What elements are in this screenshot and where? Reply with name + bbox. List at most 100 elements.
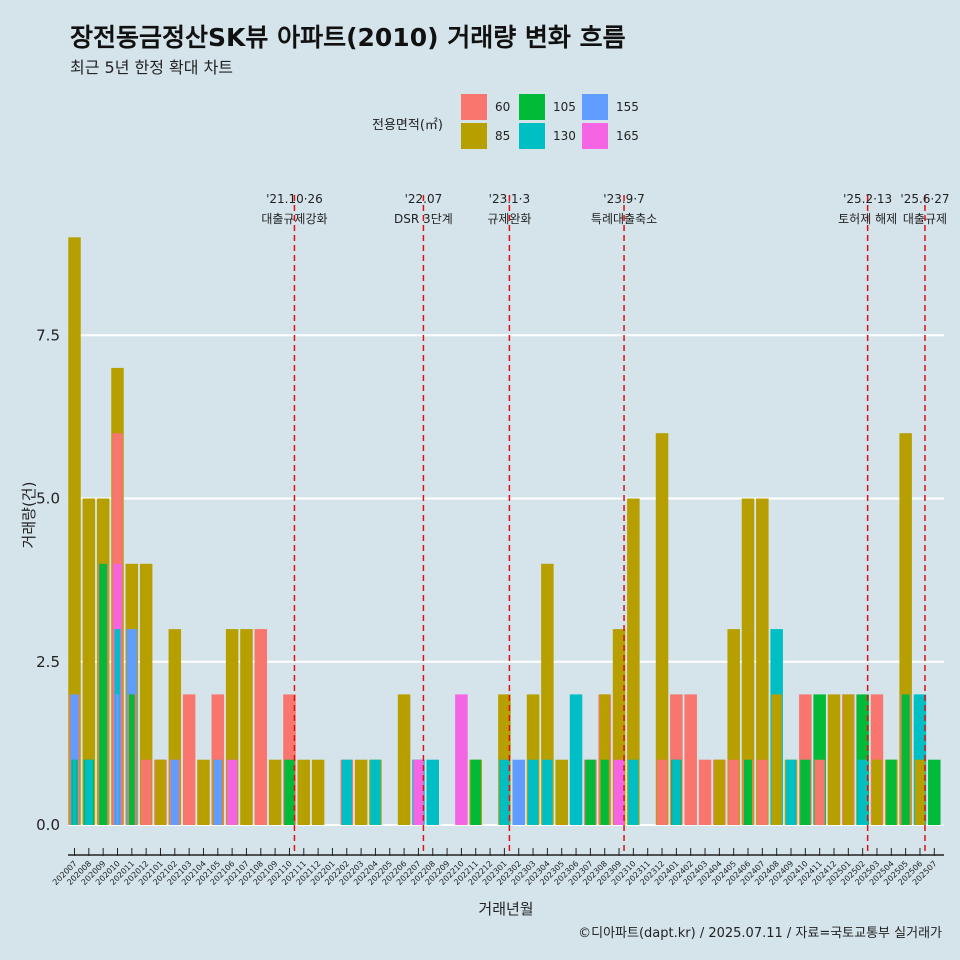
bar-165 — [413, 759, 424, 825]
legend-item-130: 130 — [519, 123, 576, 149]
bar-105 — [99, 563, 108, 825]
bar-155 — [170, 759, 179, 825]
event-label: 토허제 해제 — [838, 212, 897, 226]
bar-105 — [284, 759, 295, 825]
bar-105 — [470, 759, 481, 825]
bar-85 — [311, 759, 325, 825]
legend-title: 전용면적(㎡) — [372, 118, 443, 133]
bar-165 — [226, 759, 238, 825]
bar-165 — [613, 759, 625, 825]
chart-title: 장전동금정산SK뷰 아파트(2010) 거래량 변화 흐름 — [70, 23, 626, 52]
bar-60 — [698, 759, 712, 825]
bar-85 — [82, 498, 96, 825]
bar-165 — [455, 694, 468, 825]
legend-item-85: 85 — [461, 123, 510, 149]
legend-key — [519, 94, 545, 120]
bar-85 — [240, 629, 253, 825]
bar-60 — [254, 629, 268, 825]
bar-155 — [512, 759, 525, 825]
y-tick-label: 2.5 — [36, 653, 60, 671]
event-label: 대출규제강화 — [261, 212, 327, 226]
bar-105 — [743, 759, 753, 825]
bar-130 — [527, 759, 539, 825]
y-axis-title: 거래량(건) — [20, 482, 38, 549]
bar-85 — [843, 694, 854, 825]
event-date: '25.6·27 — [900, 192, 949, 206]
bar-130 — [542, 759, 553, 825]
bar-85 — [555, 759, 568, 825]
legend-item-105: 105 — [519, 94, 576, 120]
caption: ©디아파트(dapt.kr) / 2025.07.11 / 자료=국토교통부 실… — [578, 926, 942, 941]
bar-105 — [886, 759, 897, 825]
bar-60 — [757, 759, 768, 825]
bar-130 — [84, 759, 93, 825]
legend-item-155: 155 — [582, 94, 639, 120]
bar-60 — [684, 694, 697, 825]
bar-105 — [600, 759, 609, 825]
legend-label: 165 — [616, 129, 639, 143]
bar-60 — [141, 759, 152, 825]
bar-60 — [182, 694, 196, 825]
bar-130 — [569, 694, 583, 825]
bar-85 — [771, 694, 782, 825]
event-date: '23.1·3 — [489, 192, 530, 206]
legend-label: 130 — [553, 129, 576, 143]
bar-130 — [72, 759, 77, 825]
bar-60 — [656, 759, 668, 825]
bar-155 — [213, 759, 222, 825]
event-label: 규제완화 — [487, 212, 531, 226]
event-label: 대출규제 — [903, 212, 947, 226]
event-label: 특례대출축소 — [591, 212, 657, 226]
legend-label: 85 — [495, 129, 511, 143]
bar-60 — [728, 759, 739, 825]
bar-130 — [857, 759, 868, 825]
bar-85 — [155, 759, 166, 825]
legend-key — [582, 123, 608, 149]
bar-85 — [741, 498, 755, 825]
bar-130 — [499, 759, 510, 825]
bar-85 — [268, 759, 282, 825]
x-axis-title: 거래년월 — [478, 900, 533, 918]
legend-key — [461, 94, 487, 120]
bar-85 — [827, 694, 841, 825]
bar-130 — [672, 759, 681, 825]
bar-130 — [785, 759, 797, 825]
bar-85 — [397, 694, 411, 825]
legend-label: 60 — [495, 100, 511, 114]
bar-105 — [800, 759, 811, 825]
bar-85 — [354, 759, 368, 825]
event-date: '21.10·26 — [266, 192, 323, 206]
bar-130 — [628, 759, 639, 825]
bar-60 — [814, 759, 825, 825]
bar-85 — [627, 498, 640, 825]
bar-105 — [928, 759, 941, 825]
bar-130 — [341, 759, 352, 825]
legend-key — [582, 94, 608, 120]
bar-85 — [914, 759, 926, 825]
bar-155 — [115, 694, 120, 825]
bar-85 — [655, 433, 669, 825]
event-label: DSR 3단계 — [394, 212, 453, 226]
event-date: '22.07 — [405, 192, 443, 206]
bar-105 — [585, 759, 596, 825]
legend-label: 105 — [553, 100, 576, 114]
bar-85 — [714, 759, 725, 825]
legend-key — [461, 123, 487, 149]
bar-85 — [68, 237, 81, 826]
legend-key — [519, 123, 545, 149]
bar-85 — [297, 759, 311, 825]
legend-item-60: 60 — [461, 94, 510, 120]
legend-item-165: 165 — [582, 123, 639, 149]
event-date: '23.9·7 — [603, 192, 644, 206]
legend-label: 155 — [616, 100, 639, 114]
bar-130 — [370, 759, 381, 825]
y-tick-label: 0.0 — [36, 816, 60, 834]
chart-subtitle: 최근 5년 한정 확대 차트 — [70, 58, 234, 77]
bar-85 — [756, 498, 769, 825]
y-tick-label: 7.5 — [36, 326, 60, 344]
bar-105 — [128, 694, 135, 825]
bar-85 — [197, 759, 210, 825]
bar-130 — [426, 759, 439, 825]
bar-105 — [901, 694, 910, 825]
